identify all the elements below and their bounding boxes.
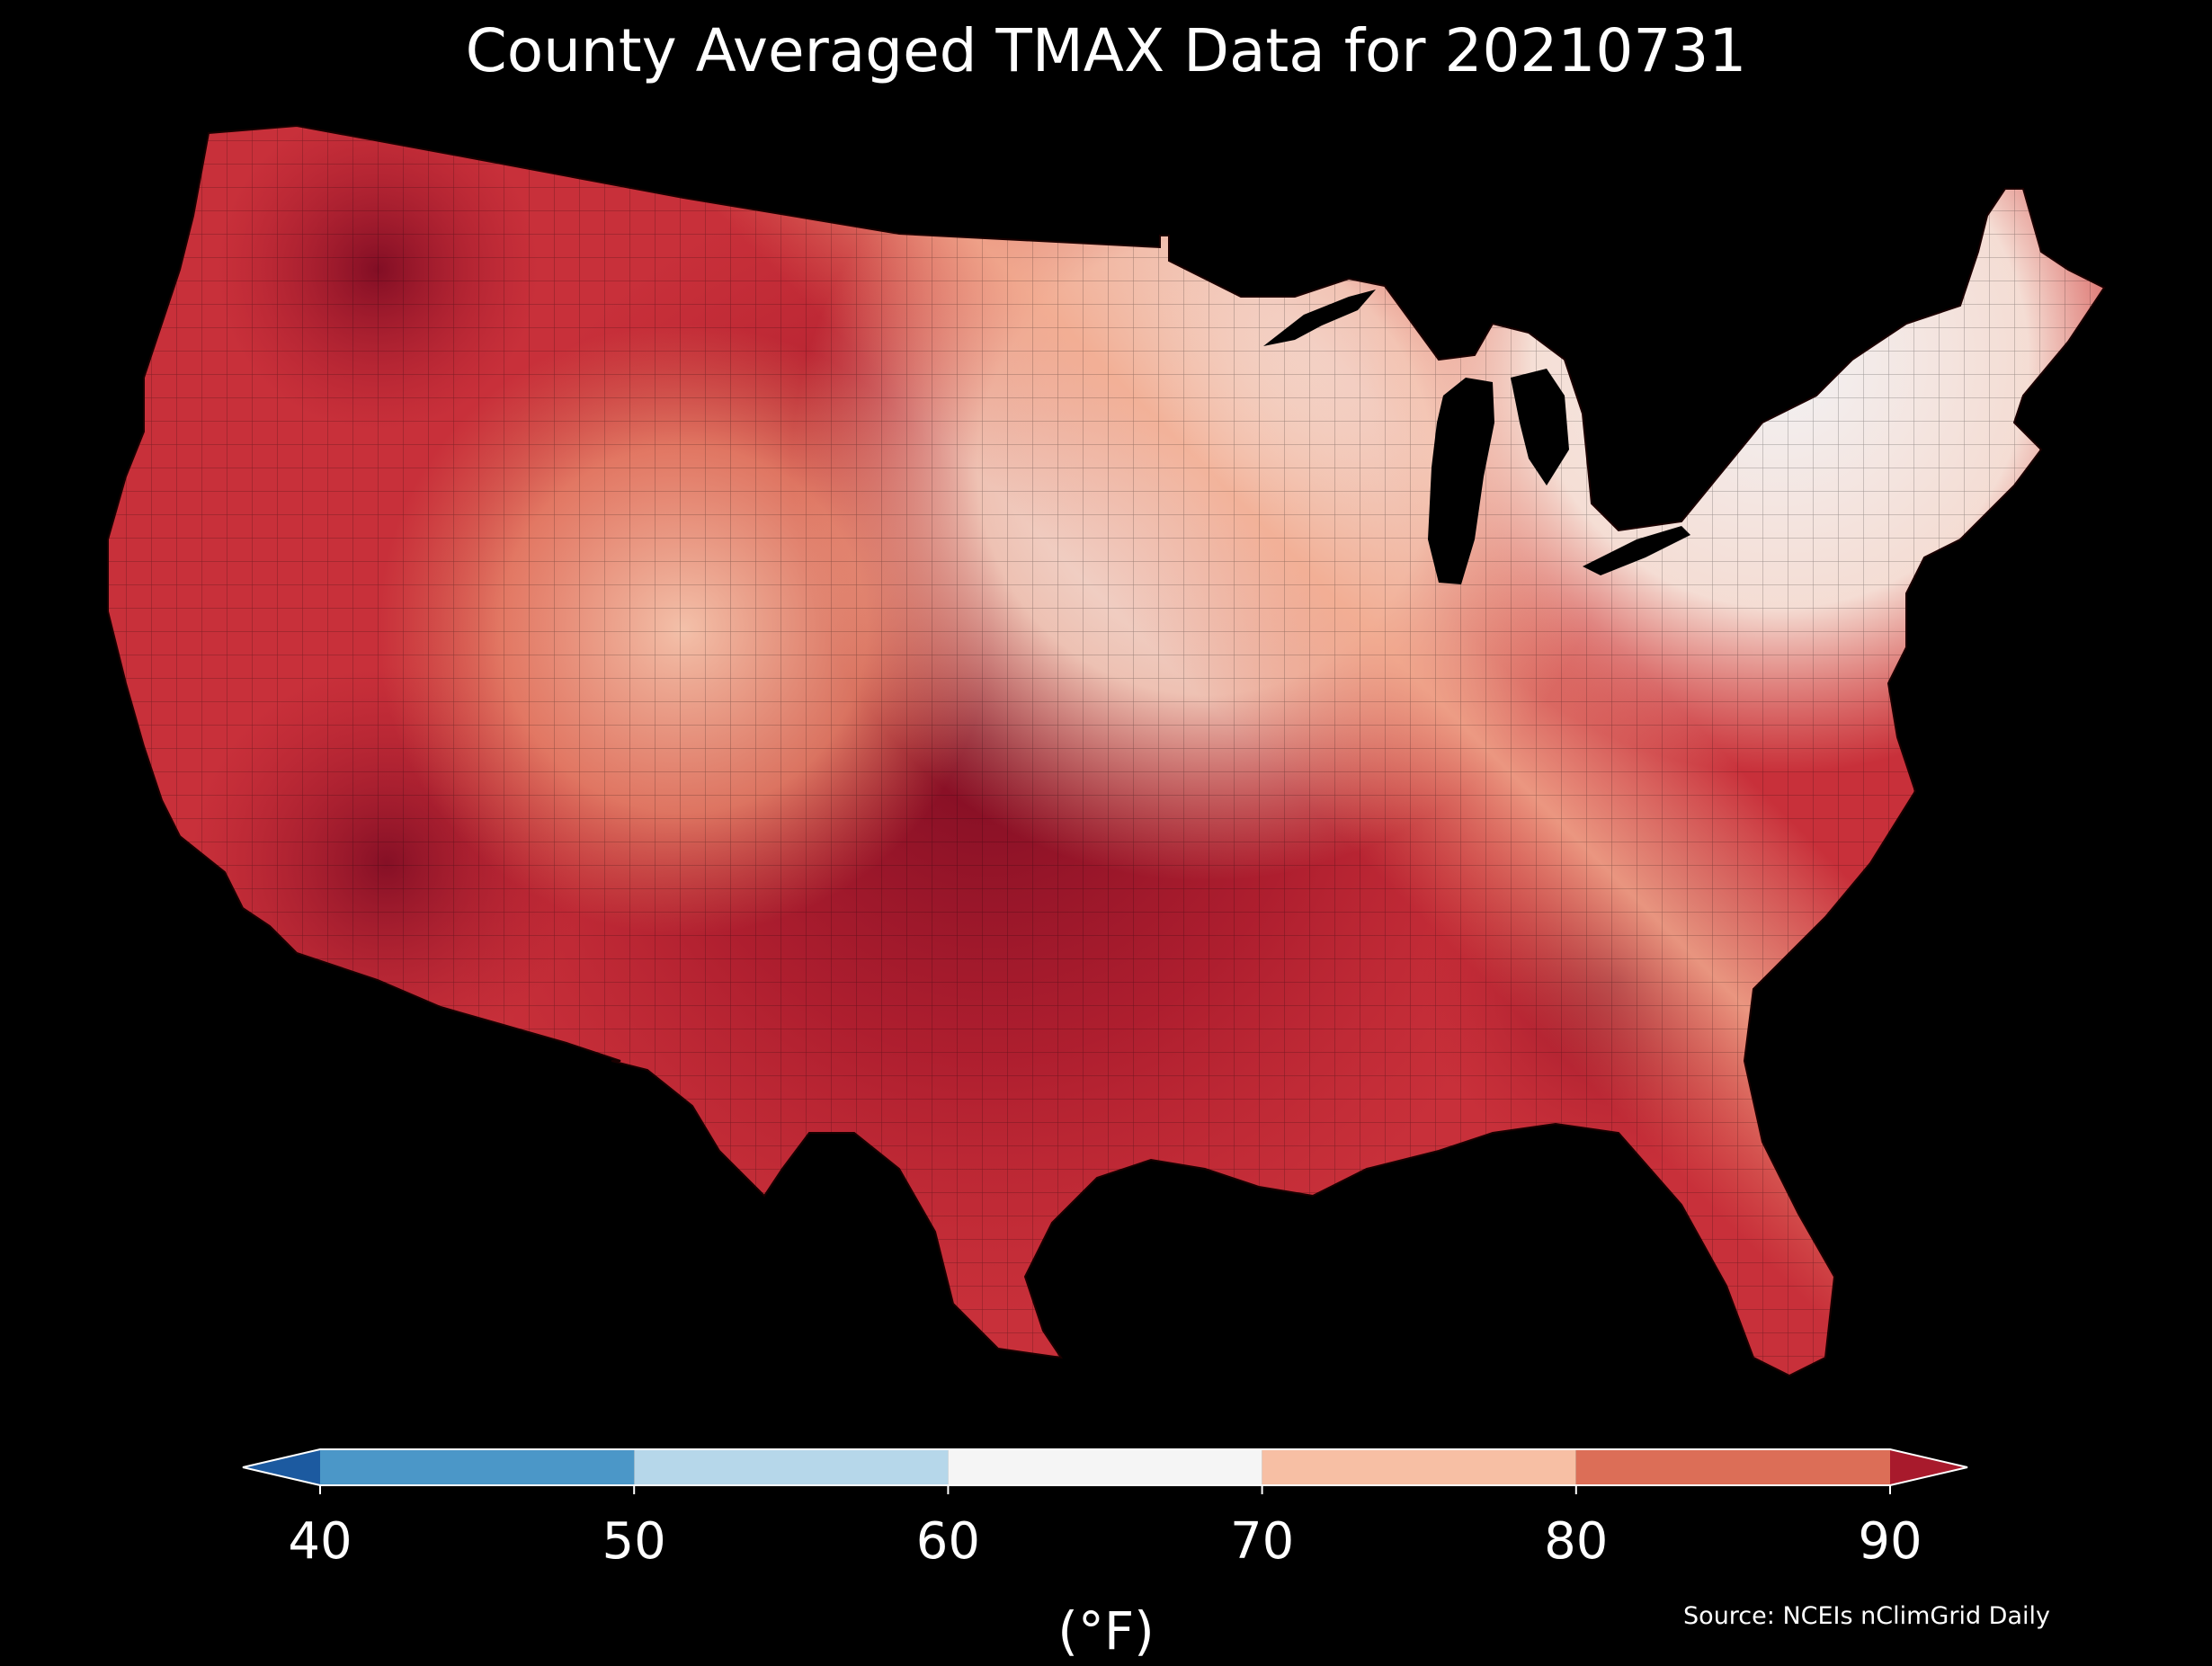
great-lakes	[1263, 290, 1690, 584]
page-title: County Averaged TMAX Data for 20210731	[465, 16, 1747, 85]
lake-michigan	[1428, 378, 1494, 584]
colorbar-over-arrow	[1890, 1449, 1967, 1485]
colorbar-tick-label: 60	[915, 1512, 981, 1571]
colorbar-under-arrow	[243, 1449, 320, 1485]
colorbar-bin-0	[320, 1449, 635, 1485]
colorbar-bin-3	[1262, 1449, 1576, 1485]
colorbar-tick-label: 40	[288, 1512, 352, 1571]
lake-erie	[1583, 526, 1690, 575]
colorbar-unit-label: (°F)	[1057, 1600, 1155, 1662]
colorbar-bin-4	[1575, 1449, 1890, 1485]
source-credit: Source: NCEIs nClimGrid Daily	[1683, 1602, 2050, 1630]
conus-outline	[107, 124, 2106, 1377]
lake-huron	[1511, 369, 1569, 486]
colorbar-bin-1	[634, 1449, 949, 1485]
colorbar-tick-label: 70	[1229, 1512, 1295, 1571]
colorbar-bin-2	[948, 1449, 1262, 1485]
colorbar-tick-label: 50	[602, 1512, 666, 1571]
colorbar-tick-label: 80	[1544, 1512, 1609, 1571]
colorbar-tick-label: 90	[1858, 1512, 1922, 1571]
lake-superior	[1263, 290, 1376, 346]
